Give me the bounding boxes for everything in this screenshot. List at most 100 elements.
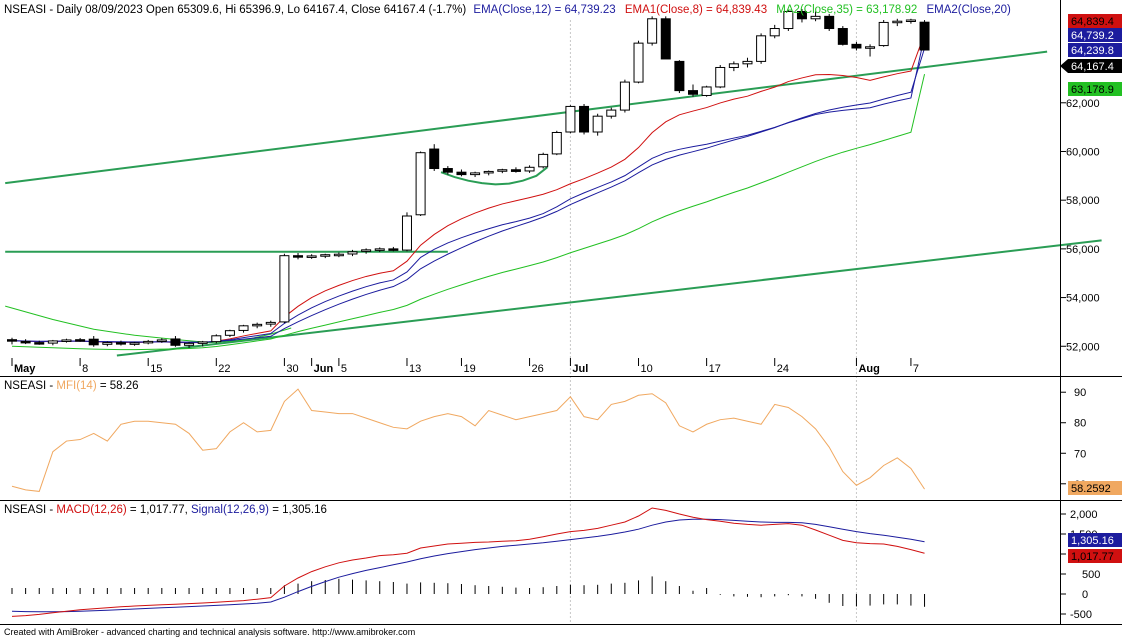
candle-body (592, 115, 603, 133)
x-tick-label: Aug (858, 363, 879, 375)
candle (878, 20, 889, 47)
x-tick-label: 26 (532, 363, 544, 375)
candle-body (538, 153, 549, 168)
mfi-y-tick-label: 80 (1074, 418, 1086, 430)
candle-body (361, 249, 372, 252)
candle (156, 338, 167, 343)
macd-y-tick-label: 2,000 (1070, 509, 1098, 521)
candle-body (865, 46, 876, 49)
macd-tag-label: 1,305.16 (1071, 535, 1114, 547)
candle (442, 166, 453, 175)
candle-body (905, 19, 916, 22)
x-tick-label: 19 (463, 363, 475, 375)
candle (701, 85, 712, 97)
mfi-name: MFI(14) (56, 380, 96, 392)
price-y-tick-label: 54,000 (1066, 293, 1100, 305)
candle-body (796, 10, 807, 20)
candle-body (619, 81, 630, 111)
signal-value: = 1,305.16 (272, 504, 327, 516)
candle-body (442, 168, 453, 173)
x-tick-label: 8 (82, 363, 88, 375)
candle (565, 105, 576, 134)
candle (279, 253, 290, 324)
candle (20, 339, 31, 345)
candle (143, 339, 154, 345)
candle-body (510, 169, 521, 172)
x-tick-label: 13 (409, 363, 421, 375)
macd-name: MACD(12,26) (56, 504, 126, 516)
candle-body (810, 15, 821, 20)
cup-pattern-arc (440, 166, 548, 186)
candle (333, 252, 344, 258)
macd-tag-box (1068, 533, 1122, 547)
candle (197, 340, 208, 347)
candle (688, 84, 698, 97)
price-tag-box (1068, 43, 1122, 57)
price-y-tick-label: 56,000 (1066, 244, 1100, 256)
candle-body (252, 323, 263, 327)
mfi-y-tick-label: 70 (1074, 448, 1086, 460)
macd-y-tick-label: -500 (1070, 609, 1092, 621)
candle-body (156, 339, 167, 342)
candle (293, 253, 304, 260)
candle (34, 340, 45, 345)
candle (905, 18, 916, 24)
x-tick-label: 30 (286, 363, 298, 375)
candle (592, 113, 603, 136)
candle-body (701, 86, 712, 96)
candle (102, 341, 113, 347)
candle (742, 57, 753, 68)
candle-body (892, 20, 903, 24)
x-tick-label: 7 (913, 363, 919, 375)
candle (388, 246, 399, 252)
macd-tag-label: 1,017.77 (1071, 551, 1114, 563)
candle-body (197, 341, 208, 344)
candle (579, 104, 590, 135)
candle (429, 144, 440, 171)
candle (674, 60, 685, 94)
price-tag-label: 64,739.2 (1071, 30, 1114, 42)
candle-body (388, 248, 399, 251)
candle-body (824, 15, 835, 30)
candle (61, 338, 72, 343)
ema8-label: EMA1(Close,8) = 64,839.43 (625, 4, 767, 16)
candle-body (429, 148, 440, 170)
candle (470, 171, 481, 178)
candle-body (75, 339, 86, 342)
candle-body (715, 66, 726, 88)
price-tag-box (1068, 28, 1122, 42)
candle (320, 253, 331, 259)
candle-body (579, 105, 590, 133)
candle (184, 342, 195, 348)
price-tag-box (1068, 14, 1122, 28)
candle (497, 168, 508, 174)
candle-body (374, 248, 385, 251)
candle-body (606, 109, 617, 117)
candle (892, 18, 903, 27)
candle-body (756, 35, 767, 62)
candle (728, 61, 739, 72)
candle-body (497, 169, 508, 172)
candle (524, 165, 535, 173)
candle (824, 13, 835, 31)
ema20-label: EMA2(Close,20) (926, 4, 1011, 16)
candle-body (470, 172, 481, 176)
macd-symbol: NSEASI - (4, 504, 56, 516)
price-tag-label: 64,167.4 (1071, 61, 1114, 73)
candle (619, 79, 630, 113)
price-y-tick-label: 62,000 (1066, 98, 1100, 110)
mfi-tag-label: 58.2592 (1071, 483, 1111, 495)
ema12-label: EMA(Close,12) = 64,739.23 (473, 4, 615, 16)
candlesticks[interactable] (7, 9, 930, 348)
candle (75, 337, 86, 342)
candle-body (265, 321, 276, 325)
price-tag-label: 63,178.9 (1071, 84, 1114, 96)
x-tick-label: 24 (777, 363, 789, 375)
candle (47, 339, 58, 346)
candle (224, 329, 235, 338)
candle (7, 337, 17, 345)
candle (551, 130, 562, 156)
candle-body (633, 42, 644, 83)
candle-body (211, 335, 222, 343)
